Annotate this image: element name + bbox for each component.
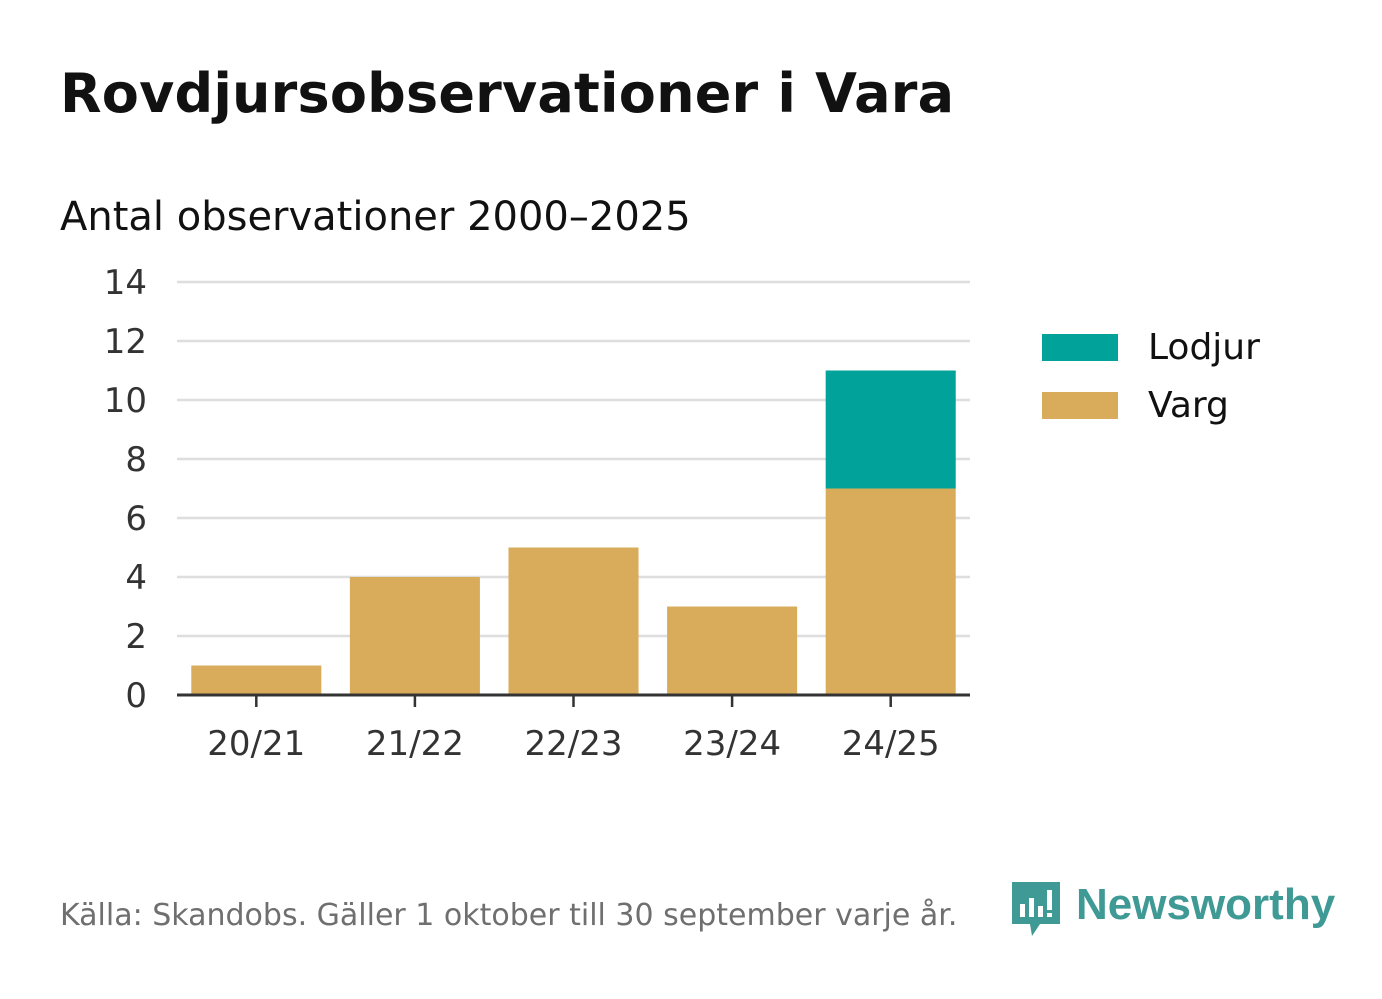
y-tick-label-0: 0 bbox=[125, 676, 147, 716]
legend-item-varg: Varg bbox=[1042, 376, 1260, 434]
y-tick-label-4: 4 bbox=[125, 558, 147, 598]
y-tick-label-2: 2 bbox=[125, 617, 147, 657]
x-tick-label-24-25: 24/25 bbox=[842, 724, 940, 764]
legend-label-varg: Varg bbox=[1148, 384, 1229, 426]
y-tick-label-12: 12 bbox=[104, 322, 147, 362]
y-tick-label-14: 14 bbox=[104, 263, 147, 303]
legend-swatch-varg bbox=[1042, 391, 1118, 419]
chart-subtitle: Antal observationer 2000–2025 bbox=[60, 194, 691, 240]
legend-item-lodjur: Lodjur bbox=[1042, 318, 1260, 376]
bar-varg-24-25 bbox=[825, 488, 956, 695]
x-tick-label-22-23: 22/23 bbox=[525, 724, 623, 764]
brand-logo: Newsworthy bbox=[1010, 878, 1335, 940]
y-tick-label-8: 8 bbox=[125, 440, 147, 480]
x-tick-label-21-22: 21/22 bbox=[366, 724, 464, 764]
y-tick-label-10: 10 bbox=[104, 381, 147, 421]
legend-label-lodjur: Lodjur bbox=[1148, 326, 1260, 368]
source-note: Källa: Skandobs. Gäller 1 oktober till 3… bbox=[60, 898, 958, 933]
bar-varg-21-22 bbox=[349, 577, 480, 695]
y-tick-label-6: 6 bbox=[125, 499, 147, 539]
bar-lodjur-24-25 bbox=[825, 370, 956, 489]
x-tick-label-20-21: 20/21 bbox=[207, 724, 305, 764]
x-tick-label-23-24: 23/24 bbox=[683, 724, 781, 764]
bar-varg-23-24 bbox=[667, 606, 798, 695]
legend: Lodjur Varg bbox=[1042, 318, 1260, 434]
bar-varg-22-23 bbox=[508, 547, 639, 695]
brand-name: Newsworthy bbox=[1076, 880, 1336, 929]
bar-varg-20-21 bbox=[191, 665, 322, 695]
legend-swatch-lodjur bbox=[1042, 333, 1118, 361]
newsworthy-logo-icon bbox=[1012, 882, 1060, 936]
chart-title: Rovdjursobservationer i Vara bbox=[60, 62, 955, 125]
